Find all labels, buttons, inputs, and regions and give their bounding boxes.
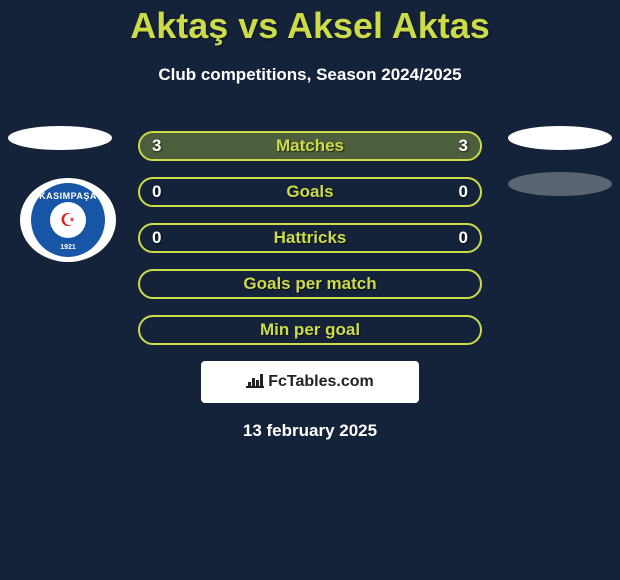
date-text: 13 february 2025 xyxy=(0,421,620,441)
stat-row-min-per-goal: Min per goal xyxy=(0,307,620,353)
stat-pill: Min per goal xyxy=(138,315,482,345)
page-title: Aktaş vs Aksel Aktas xyxy=(0,5,620,47)
stat-right-value: 0 xyxy=(459,182,468,202)
footer-site-name: FcTables.com xyxy=(268,373,374,391)
stat-row-matches: 3 Matches 3 xyxy=(0,123,620,169)
stats-area: KASIMPAŞA ☪ 1921 3 Matches 3 0 Goals 0 xyxy=(0,123,620,353)
stat-right-value: 3 xyxy=(459,136,468,156)
stat-left-value: 0 xyxy=(152,228,161,248)
stat-pill: 3 Matches 3 xyxy=(138,131,482,161)
main-container: Aktaş vs Aksel Aktas Club competitions, … xyxy=(0,0,620,441)
stat-row-goals-per-match: Goals per match xyxy=(0,261,620,307)
stat-label: Goals xyxy=(286,182,333,202)
stat-pill: 0 Goals 0 xyxy=(138,177,482,207)
stat-label: Hattricks xyxy=(274,228,347,248)
stat-row-goals: 0 Goals 0 xyxy=(0,169,620,215)
stat-label: Min per goal xyxy=(260,320,360,340)
stat-right-value: 0 xyxy=(459,228,468,248)
stat-label: Matches xyxy=(276,136,344,156)
stat-left-value: 3 xyxy=(152,136,161,156)
footer-attribution[interactable]: FcTables.com xyxy=(201,361,419,403)
stat-left-value: 0 xyxy=(152,182,161,202)
stat-label: Goals per match xyxy=(243,274,376,294)
subtitle: Club competitions, Season 2024/2025 xyxy=(0,65,620,85)
chart-icon xyxy=(246,372,264,393)
stat-pill: 0 Hattricks 0 xyxy=(138,223,482,253)
stat-pill: Goals per match xyxy=(138,269,482,299)
stat-row-hattricks: 0 Hattricks 0 xyxy=(0,215,620,261)
